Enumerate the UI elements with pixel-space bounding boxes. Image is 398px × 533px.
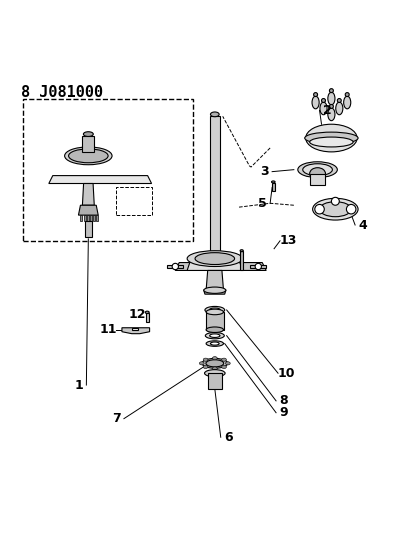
Ellipse shape xyxy=(206,341,224,346)
Ellipse shape xyxy=(328,92,335,105)
Ellipse shape xyxy=(314,93,318,96)
Bar xyxy=(116,188,152,215)
Ellipse shape xyxy=(213,367,217,370)
Circle shape xyxy=(315,205,324,214)
Ellipse shape xyxy=(187,251,242,266)
Ellipse shape xyxy=(345,93,349,96)
Text: 6: 6 xyxy=(224,431,233,444)
Polygon shape xyxy=(204,290,226,294)
Ellipse shape xyxy=(222,366,226,368)
Text: 10: 10 xyxy=(277,367,295,379)
Polygon shape xyxy=(49,175,152,183)
Text: 7: 7 xyxy=(111,412,120,425)
Ellipse shape xyxy=(84,132,93,136)
Text: 8 J081000: 8 J081000 xyxy=(21,85,103,100)
Bar xyxy=(240,251,243,270)
Ellipse shape xyxy=(64,147,112,165)
Bar xyxy=(87,215,89,221)
Ellipse shape xyxy=(205,370,225,377)
Bar xyxy=(80,215,82,221)
Text: 9: 9 xyxy=(280,406,288,419)
Ellipse shape xyxy=(330,88,334,93)
Ellipse shape xyxy=(338,99,341,102)
Ellipse shape xyxy=(206,327,224,333)
Polygon shape xyxy=(168,264,183,269)
Bar xyxy=(82,136,94,152)
Bar xyxy=(272,183,275,191)
Ellipse shape xyxy=(205,306,225,313)
Polygon shape xyxy=(78,205,98,215)
Ellipse shape xyxy=(206,360,224,367)
Ellipse shape xyxy=(211,112,219,117)
Bar xyxy=(146,313,149,322)
Ellipse shape xyxy=(222,358,226,361)
Polygon shape xyxy=(210,116,220,259)
Polygon shape xyxy=(122,328,150,334)
Polygon shape xyxy=(208,373,222,389)
Polygon shape xyxy=(250,264,266,269)
Bar xyxy=(90,215,92,221)
Bar xyxy=(93,215,95,221)
Bar xyxy=(84,215,86,221)
Ellipse shape xyxy=(310,137,353,147)
Circle shape xyxy=(255,263,261,270)
Text: 5: 5 xyxy=(258,197,267,210)
Polygon shape xyxy=(310,174,325,185)
Ellipse shape xyxy=(303,164,332,175)
Ellipse shape xyxy=(305,132,358,144)
Ellipse shape xyxy=(240,249,243,252)
Circle shape xyxy=(346,205,356,214)
Ellipse shape xyxy=(312,198,358,220)
Polygon shape xyxy=(82,183,94,205)
Bar xyxy=(23,99,193,241)
Polygon shape xyxy=(132,328,138,330)
Ellipse shape xyxy=(330,104,334,108)
Ellipse shape xyxy=(68,149,108,163)
Circle shape xyxy=(332,197,339,205)
Text: 1: 1 xyxy=(74,378,83,392)
Ellipse shape xyxy=(322,99,326,102)
Polygon shape xyxy=(206,312,224,330)
Ellipse shape xyxy=(211,342,219,345)
Ellipse shape xyxy=(204,287,226,293)
Ellipse shape xyxy=(320,201,351,217)
Text: 2: 2 xyxy=(323,104,332,117)
Ellipse shape xyxy=(145,311,149,313)
Text: 11: 11 xyxy=(100,323,117,336)
Ellipse shape xyxy=(312,96,319,109)
Polygon shape xyxy=(175,263,266,270)
Ellipse shape xyxy=(343,96,351,109)
Polygon shape xyxy=(187,259,242,270)
Ellipse shape xyxy=(202,358,228,368)
Ellipse shape xyxy=(306,124,357,152)
Ellipse shape xyxy=(203,358,208,361)
Ellipse shape xyxy=(226,362,230,365)
Ellipse shape xyxy=(328,108,335,120)
Ellipse shape xyxy=(205,333,224,339)
Ellipse shape xyxy=(320,102,327,115)
Text: 4: 4 xyxy=(359,219,367,231)
Polygon shape xyxy=(85,221,92,237)
Text: 8: 8 xyxy=(280,394,288,407)
Ellipse shape xyxy=(210,334,220,337)
Bar xyxy=(96,215,98,221)
Ellipse shape xyxy=(298,162,338,177)
Ellipse shape xyxy=(336,102,343,115)
Ellipse shape xyxy=(203,366,208,368)
Ellipse shape xyxy=(271,181,275,183)
Text: 12: 12 xyxy=(129,308,146,321)
Ellipse shape xyxy=(209,308,220,312)
Circle shape xyxy=(172,263,178,270)
Polygon shape xyxy=(206,270,224,290)
Text: 13: 13 xyxy=(279,235,297,247)
Ellipse shape xyxy=(213,357,217,360)
Ellipse shape xyxy=(206,309,224,314)
Ellipse shape xyxy=(195,253,234,264)
Ellipse shape xyxy=(310,168,326,180)
Ellipse shape xyxy=(199,362,204,365)
Text: 3: 3 xyxy=(260,165,269,178)
